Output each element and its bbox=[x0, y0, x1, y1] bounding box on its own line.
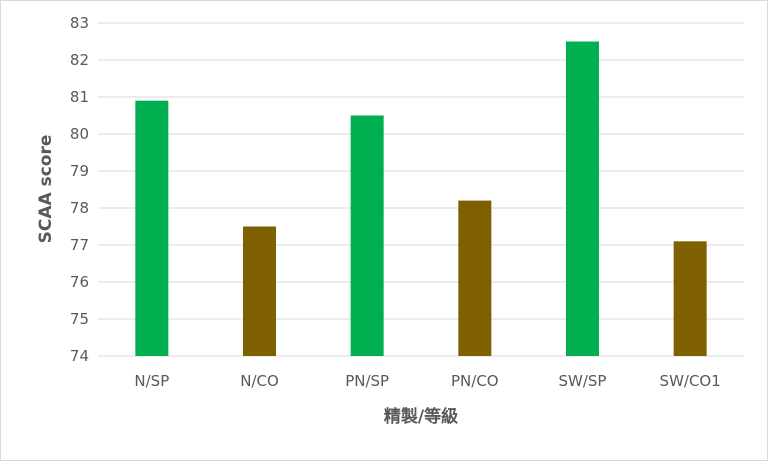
bar-pn-co bbox=[458, 200, 492, 356]
x-tick-label: PN/SP bbox=[345, 372, 389, 390]
y-axis-title: SCAA score bbox=[36, 135, 56, 244]
y-tick-label: 77 bbox=[70, 236, 89, 254]
x-axis-ticks: N/SP N/CO PN/SP PN/CO SW/SP SW/CO1 bbox=[134, 372, 720, 390]
bar-n-co bbox=[243, 226, 276, 356]
x-tick-label: N/CO bbox=[240, 372, 279, 390]
x-tick-label: SW/CO1 bbox=[660, 372, 721, 390]
y-tick-label: 78 bbox=[70, 199, 89, 217]
y-tick-label: 76 bbox=[70, 273, 89, 291]
gridlines bbox=[98, 22, 744, 357]
y-tick-label: 75 bbox=[70, 310, 89, 328]
bar-sw-co1 bbox=[673, 241, 707, 356]
y-tick-label: 82 bbox=[70, 51, 89, 69]
y-tick-label: 79 bbox=[70, 162, 89, 180]
x-tick-label: N/SP bbox=[134, 372, 169, 390]
x-tick-label: PN/CO bbox=[451, 372, 499, 390]
y-tick-label: 81 bbox=[70, 88, 89, 106]
y-tick-label: 80 bbox=[70, 125, 89, 143]
bar-n-sp bbox=[135, 100, 169, 356]
y-axis-ticks: 74 75 76 77 78 79 80 81 82 83 bbox=[70, 14, 89, 365]
y-tick-label: 74 bbox=[70, 347, 89, 365]
bar-pn-sp bbox=[350, 115, 384, 356]
x-tick-label: SW/SP bbox=[559, 372, 607, 390]
bar-sw-sp bbox=[566, 41, 599, 356]
y-tick-label: 83 bbox=[70, 14, 89, 32]
bars bbox=[135, 41, 707, 356]
x-axis-title: 精製/等級 bbox=[384, 406, 458, 427]
